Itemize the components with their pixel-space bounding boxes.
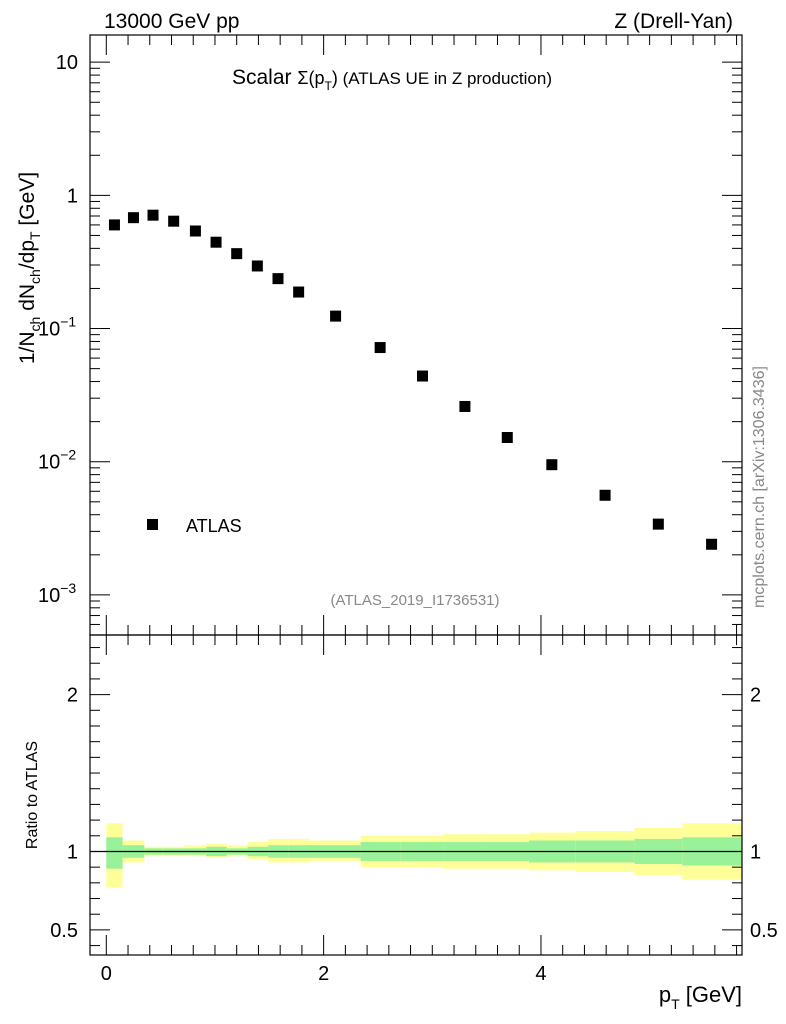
data-point (108, 219, 120, 231)
ratio-x-tick-label: 0 (101, 963, 112, 985)
plot-title-close: ) (332, 68, 338, 88)
plot-title-suffix: (ATLAS UE in Z production) (338, 69, 552, 88)
data-point (330, 310, 342, 322)
data-point (251, 260, 263, 272)
data-point (147, 209, 159, 221)
data-point (706, 538, 718, 550)
ratio-plot: 2 2 1 1 0.5 0.5 0 2 4 Ratio to ATLAS pT [GeV] (24, 634, 778, 1012)
main-y-tick-label: 10−1 (38, 314, 76, 341)
data-point (459, 400, 471, 412)
ratio-x-tick-labels: 0 2 4 (101, 963, 547, 985)
analysis-watermark: (ATLAS_2019_I1736531) (330, 592, 499, 609)
data-point (417, 370, 429, 382)
ratio-x-tick-label: 4 (535, 963, 546, 985)
data-point (189, 225, 201, 237)
data-point (652, 518, 664, 530)
plot-title-prefix: Scalar (232, 66, 297, 89)
legend-marker (147, 519, 158, 530)
data-point (546, 459, 558, 471)
data-point (168, 215, 180, 227)
ratio-x-tick-label: 2 (318, 963, 329, 985)
ratio-plot-frame (89, 634, 743, 956)
data-points (108, 209, 718, 550)
x-axis-label: pT [GeV] (659, 982, 742, 1012)
data-point (501, 432, 513, 444)
main-y-tick-label: 1 (67, 185, 78, 207)
ratio-y-tick-label-right: 1 (750, 841, 761, 863)
header-energy-label: 13000 GeV pp (104, 10, 239, 33)
main-plot-y-tick-labels: 10 1 10−1 10−2 10−3 (38, 52, 78, 607)
legend-label: ATLAS (186, 516, 242, 536)
ratio-y-tick-label-right: 0.5 (750, 920, 778, 942)
data-point (210, 236, 222, 248)
main-y-tick-label: 10−2 (38, 447, 76, 474)
inner-uncertainty-band (106, 837, 123, 869)
data-point (599, 489, 611, 501)
plot-title-sigma: Σ(p (297, 68, 324, 88)
header-process-label: Z (Drell-Yan) (614, 10, 733, 33)
plot-title: Scalar Σ(pT) (ATLAS UE in Z production) (232, 66, 552, 93)
ratio-y-tick-label-left: 2 (67, 685, 78, 707)
ratio-y-axis-label: Ratio to ATLAS (24, 741, 41, 849)
main-y-tick-label: 10−3 (38, 580, 76, 607)
data-point (127, 212, 139, 224)
uncertainty-bands (106, 823, 742, 888)
data-point (231, 248, 243, 260)
plot-title-sub: T (325, 79, 333, 93)
ratio-plot-ticks (90, 635, 742, 955)
ratio-y-tick-label-right: 2 (750, 685, 761, 707)
main-plot-frame (89, 34, 743, 636)
main-y-tick-label: 10 (56, 52, 78, 74)
main-y-axis-label: 1/Nch dNch/dpT [GeV] (16, 172, 43, 364)
main-plot-ticks (90, 35, 742, 636)
data-point (272, 273, 284, 285)
mcplots-side-label: mcplots.cern.ch [arXiv:1306.3436] (751, 366, 768, 608)
data-point (293, 286, 305, 298)
ratio-y-tick-label-left: 1 (67, 841, 78, 863)
main-plot: 10 1 10−1 10−2 10−3 Scalar Σ(pT) (ATLAS UE i… (16, 34, 743, 636)
ratio-y-tick-labels: 2 2 1 1 0.5 0.5 (50, 685, 778, 942)
data-point (374, 342, 386, 354)
ratio-y-tick-label-left: 0.5 (50, 920, 78, 942)
